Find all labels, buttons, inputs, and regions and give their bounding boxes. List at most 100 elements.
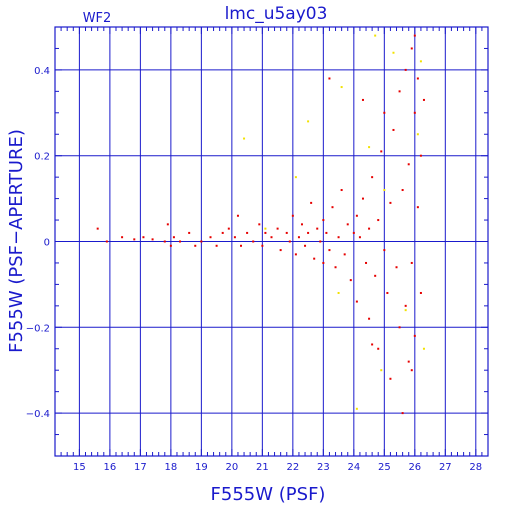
red-data-point bbox=[96, 227, 99, 230]
red-data-point bbox=[142, 236, 145, 239]
red-data-point bbox=[264, 231, 267, 234]
red-data-point bbox=[392, 128, 395, 131]
red-data-point bbox=[188, 231, 191, 234]
red-data-point bbox=[389, 201, 392, 204]
red-data-point bbox=[227, 227, 230, 230]
x-tick-label: 17 bbox=[134, 462, 147, 473]
red-data-point bbox=[322, 219, 325, 222]
red-data-point bbox=[361, 197, 364, 200]
red-data-point bbox=[419, 291, 422, 294]
red-data-point bbox=[383, 249, 386, 252]
yellow-data-point bbox=[307, 120, 310, 123]
x-tick-label: 24 bbox=[347, 462, 360, 473]
red-data-point bbox=[413, 334, 416, 337]
y-axis-label: F555W (PSF−APERTURE) bbox=[6, 129, 27, 353]
red-data-point bbox=[401, 189, 404, 192]
red-data-point bbox=[121, 236, 124, 239]
red-data-point bbox=[215, 244, 218, 247]
red-data-point bbox=[383, 111, 386, 114]
red-data-point bbox=[313, 257, 316, 260]
y-tick-label: 0 bbox=[44, 238, 50, 249]
x-tick-label: 25 bbox=[378, 462, 391, 473]
yellow-data-point bbox=[380, 369, 383, 372]
red-data-point bbox=[331, 206, 334, 209]
red-data-point bbox=[300, 223, 303, 226]
yellow-data-point bbox=[383, 189, 386, 192]
red-data-point bbox=[371, 343, 374, 346]
x-tick-label: 16 bbox=[104, 462, 117, 473]
red-data-point bbox=[304, 244, 307, 247]
red-data-point bbox=[151, 238, 154, 241]
red-data-point bbox=[285, 231, 288, 234]
yellow-data-point bbox=[392, 51, 395, 54]
yellow-data-point bbox=[374, 34, 377, 37]
tick-marks bbox=[54, 26, 489, 457]
red-data-point bbox=[133, 238, 136, 241]
red-data-point bbox=[322, 261, 325, 264]
red-data-point bbox=[258, 223, 261, 226]
red-data-point bbox=[240, 244, 243, 247]
yellow-data-point bbox=[243, 137, 246, 140]
red-data-point bbox=[395, 266, 398, 269]
red-data-point bbox=[398, 326, 401, 329]
red-data-point bbox=[410, 261, 413, 264]
x-tick-label: 28 bbox=[469, 462, 482, 473]
yellow-data-point bbox=[337, 291, 340, 294]
plot-frame bbox=[54, 26, 489, 457]
x-tick-label: 22 bbox=[286, 462, 299, 473]
red-data-point bbox=[398, 90, 401, 93]
yellow-data-point bbox=[355, 407, 358, 410]
red-data-point bbox=[365, 261, 368, 264]
red-data-point bbox=[194, 244, 197, 247]
red-data-point bbox=[358, 236, 361, 239]
red-data-point bbox=[319, 240, 322, 243]
red-data-point bbox=[343, 253, 346, 256]
red-data-point bbox=[422, 98, 425, 101]
yellow-data-point bbox=[404, 309, 407, 312]
red-data-point bbox=[361, 98, 364, 101]
red-data-point bbox=[334, 266, 337, 269]
yellow-data-point bbox=[416, 133, 419, 136]
red-data-point bbox=[270, 236, 273, 239]
data-points bbox=[96, 34, 425, 415]
red-data-point bbox=[288, 240, 291, 243]
yellow-data-point bbox=[368, 146, 371, 149]
chart-title: lmc_u5ay03 bbox=[225, 4, 328, 24]
red-data-point bbox=[294, 253, 297, 256]
red-data-point bbox=[307, 231, 310, 234]
red-data-point bbox=[410, 369, 413, 372]
y-tick-label: −0.4 bbox=[26, 409, 50, 420]
red-data-point bbox=[236, 214, 239, 217]
yellow-data-point bbox=[264, 227, 267, 230]
red-data-point bbox=[389, 377, 392, 380]
red-data-point bbox=[105, 240, 108, 243]
yellow-data-point bbox=[419, 60, 422, 63]
yellow-data-point bbox=[294, 176, 297, 179]
red-data-point bbox=[340, 189, 343, 192]
red-data-point bbox=[233, 236, 236, 239]
x-tick-label: 27 bbox=[439, 462, 452, 473]
red-data-point bbox=[169, 244, 172, 247]
red-data-point bbox=[346, 223, 349, 226]
red-data-point bbox=[404, 68, 407, 71]
red-data-point bbox=[404, 304, 407, 307]
red-data-point bbox=[377, 219, 380, 222]
red-data-point bbox=[316, 227, 319, 230]
x-tick-label: 18 bbox=[165, 462, 178, 473]
red-data-point bbox=[416, 77, 419, 80]
red-data-point bbox=[291, 214, 294, 217]
y-tick-label: 0.2 bbox=[34, 152, 50, 163]
red-data-point bbox=[221, 231, 224, 234]
y-tick-label: −0.2 bbox=[26, 323, 50, 334]
red-data-point bbox=[416, 206, 419, 209]
red-data-point bbox=[352, 231, 355, 234]
red-data-point bbox=[355, 214, 358, 217]
red-data-point bbox=[407, 360, 410, 363]
red-data-point bbox=[401, 412, 404, 415]
y-tick-label: 0.4 bbox=[34, 66, 50, 77]
red-data-point bbox=[371, 176, 374, 179]
red-data-point bbox=[337, 236, 340, 239]
red-data-point bbox=[279, 249, 282, 252]
x-tick-label: 23 bbox=[317, 462, 330, 473]
